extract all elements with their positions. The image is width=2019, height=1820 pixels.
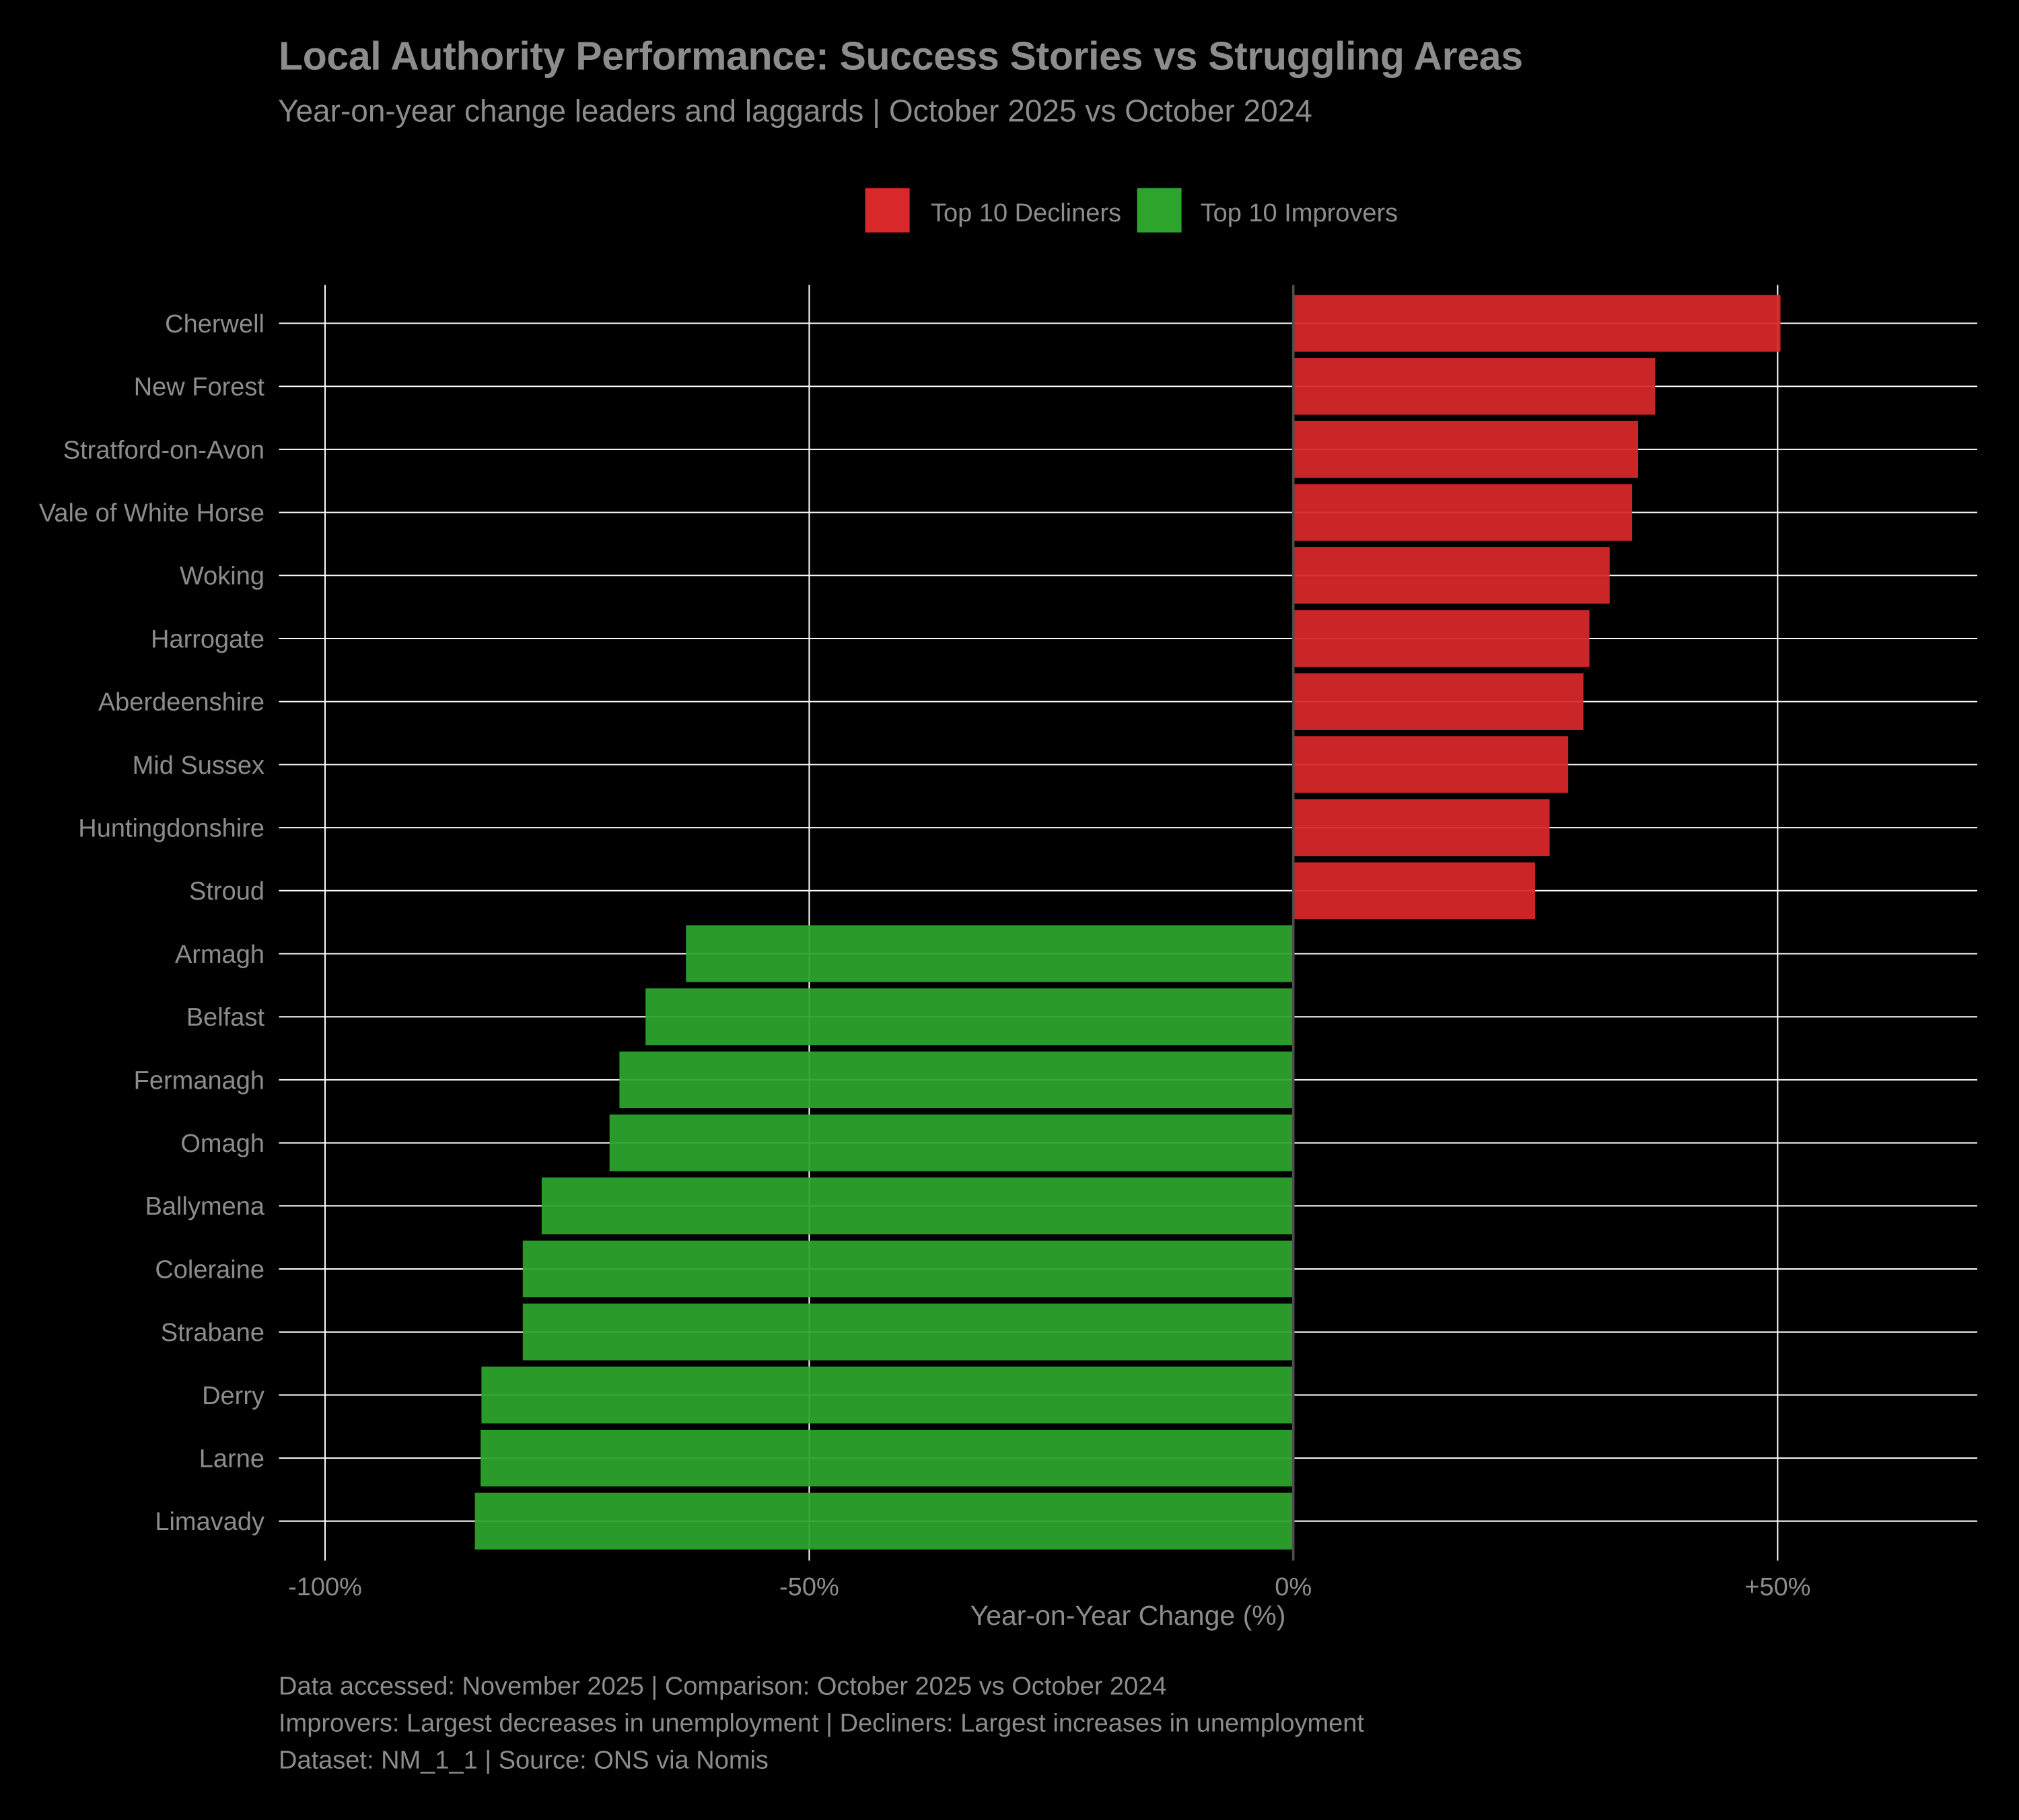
svg-text:Data accessed: November 2025 |: Data accessed: November 2025 | Compariso… [279,1673,1166,1701]
svg-text:Mid Sussex: Mid Sussex [133,752,264,780]
svg-text:Year-on-year change leaders an: Year-on-year change leaders and laggards… [278,94,1312,129]
svg-text:Derry: Derry [202,1382,264,1410]
svg-text:Top 10 Improvers: Top 10 Improvers [1201,199,1398,227]
svg-text:Limavady: Limavady [155,1508,264,1536]
svg-text:Armagh: Armagh [175,941,264,969]
svg-text:0%: 0% [1275,1573,1312,1601]
svg-text:Dataset: NM_1_1 | Source: ONS: Dataset: NM_1_1 | Source: ONS via Nomis [279,1747,769,1775]
svg-text:Top 10 Decliners: Top 10 Decliners [931,199,1121,227]
svg-text:New Forest: New Forest [134,373,265,402]
svg-text:Stroud: Stroud [189,877,264,906]
svg-text:Year-on-Year Change (%): Year-on-Year Change (%) [970,1600,1286,1631]
svg-text:Woking: Woking [180,562,264,591]
svg-text:Aberdeenshire: Aberdeenshire [98,688,264,717]
svg-text:Huntingdonshire: Huntingdonshire [78,815,264,843]
svg-text:Stratford-on-Avon: Stratford-on-Avon [63,436,264,464]
svg-text:Omagh: Omagh [180,1130,264,1158]
svg-text:+50%: +50% [1744,1573,1810,1601]
svg-text:Harrogate: Harrogate [151,625,264,653]
svg-text:Larne: Larne [199,1445,264,1473]
svg-text:Cherwell: Cherwell [165,310,264,338]
svg-text:-100%: -100% [288,1573,362,1601]
svg-text:Improvers: Largest decreases i: Improvers: Largest decreases in unemploy… [279,1710,1364,1738]
svg-text:Local Authority Performance: S: Local Authority Performance: Success Sto… [279,34,1523,79]
svg-text:Fermanagh: Fermanagh [134,1066,264,1095]
svg-text:-50%: -50% [779,1573,839,1601]
svg-text:Belfast: Belfast [186,1004,265,1032]
svg-text:Ballymena: Ballymena [145,1193,265,1221]
svg-text:Coleraine: Coleraine [155,1255,264,1284]
svg-text:Strabane: Strabane [161,1319,264,1347]
svg-text:Vale of White Horse: Vale of White Horse [39,499,264,527]
